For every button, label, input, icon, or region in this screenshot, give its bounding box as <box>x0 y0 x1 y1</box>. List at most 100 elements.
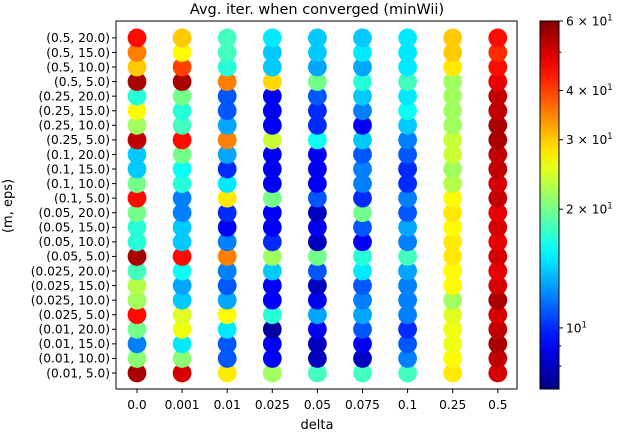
scatter-point <box>443 159 463 179</box>
y-tick-label: (0.1, 5.0) <box>54 191 110 205</box>
y-tick-label: (0.25, 15.0) <box>38 104 110 118</box>
scatter-point <box>172 363 192 383</box>
scatter-point <box>443 72 463 91</box>
x-tick-label: 0.001 <box>165 398 200 412</box>
scatter-point <box>443 261 463 281</box>
scatter-point <box>398 86 417 106</box>
scatter-point <box>398 130 417 150</box>
scatter-point <box>488 174 508 193</box>
y-tick-label: (0.1, 15.0) <box>46 162 110 176</box>
scatter-point <box>353 290 372 310</box>
scatter-point <box>353 72 372 91</box>
scatter-point <box>488 145 508 164</box>
colorbar-tick-label: 3 × 101 <box>566 132 613 147</box>
y-tick-label: (0.025, 20.0) <box>31 264 110 278</box>
y-tick-label: (0.025, 15.0) <box>31 279 110 293</box>
scatter-point <box>217 159 237 179</box>
scatter-point <box>353 349 372 368</box>
scatter-point <box>353 101 372 121</box>
scatter-point <box>127 57 147 77</box>
scatter-point <box>398 145 417 164</box>
scatter-point <box>443 349 463 368</box>
scatter-point <box>443 334 463 354</box>
scatter-point <box>398 305 417 325</box>
scatter-point <box>262 57 282 77</box>
scatter-point <box>172 57 192 77</box>
scatter-point <box>443 290 463 310</box>
scatter-point <box>217 43 237 62</box>
scatter-point <box>488 188 508 208</box>
scatter-point <box>127 28 147 48</box>
scatter-point <box>172 72 192 91</box>
y-tick-label: (0.01, 5.0) <box>46 366 110 380</box>
scatter-point <box>308 28 327 48</box>
scatter-point <box>353 305 372 325</box>
y-tick-label: (0.01, 10.0) <box>38 352 110 366</box>
scatter-point <box>353 203 372 223</box>
colorbar-gradient <box>539 20 560 390</box>
scatter-point <box>262 305 282 325</box>
scatter-point <box>217 349 237 368</box>
scatter-point <box>308 174 327 193</box>
x-tick-label: 0.5 <box>488 398 507 412</box>
scatter-point <box>488 290 508 310</box>
colorbar-tick-label: 101 <box>566 320 587 335</box>
scatter-point <box>127 305 147 325</box>
x-axis: 0.0 0.001 0.01 0.025 0.05 0.075 0.1 0.25 0.5 <box>127 389 507 412</box>
scatter-point <box>308 130 327 150</box>
y-tick-label: (0.01, 20.0) <box>38 323 110 337</box>
scatter-point <box>172 203 192 223</box>
scatter-point <box>353 159 372 179</box>
scatter-point <box>262 115 282 135</box>
colorbar-tick-label: 2 × 101 <box>566 202 613 217</box>
scatter-point <box>353 86 372 106</box>
scatter-point <box>172 188 192 208</box>
scatter-point <box>127 247 147 266</box>
y-tick-label: (0.05, 15.0) <box>38 221 110 235</box>
scatter-point <box>398 159 417 179</box>
scatter-point <box>217 203 237 223</box>
scatter-point <box>353 276 372 295</box>
scatter-point <box>443 319 463 339</box>
scatter-point <box>262 349 282 368</box>
scatter-point <box>398 319 417 339</box>
scatter-point <box>488 86 508 106</box>
y-tick-label: (0.5, 5.0) <box>54 75 110 89</box>
scatter-point <box>488 232 508 252</box>
scatter-point <box>398 349 417 368</box>
chart-title: Avg. iter. when converged (minWii) <box>190 2 444 18</box>
scatter-point <box>488 28 508 48</box>
scatter-point <box>172 232 192 252</box>
scatter-point <box>127 145 147 164</box>
scatter-point <box>262 130 282 150</box>
scatter-point <box>443 115 463 135</box>
scatter-point <box>488 276 508 295</box>
scatter-point <box>172 28 192 48</box>
scatter-point <box>217 232 237 252</box>
scatter-point <box>308 72 327 91</box>
scatter-point <box>217 174 237 193</box>
scatter-point <box>217 86 237 106</box>
scatter-point <box>353 43 372 62</box>
scatter-point <box>172 130 192 150</box>
scatter-point <box>488 203 508 223</box>
scatter-point <box>172 145 192 164</box>
scatter-point <box>217 188 237 208</box>
y-axis: (0.01, 5.0)(0.01, 10.0)(0.01, 15.0)(0.01… <box>31 31 116 380</box>
scatter-point <box>217 101 237 121</box>
scatter-point <box>127 363 147 383</box>
scatter-point <box>398 174 417 193</box>
scatter-point <box>217 305 237 325</box>
scatter-point <box>172 247 192 266</box>
scatter-point <box>127 72 147 91</box>
scatter-point <box>443 188 463 208</box>
scatter-point <box>443 43 463 62</box>
scatter-point <box>127 261 147 281</box>
scatter-point <box>488 305 508 325</box>
scatter-point <box>262 28 282 48</box>
scatter-point <box>262 174 282 193</box>
scatter-point <box>217 334 237 354</box>
scatter-point <box>353 334 372 354</box>
scatter-point <box>217 28 237 48</box>
